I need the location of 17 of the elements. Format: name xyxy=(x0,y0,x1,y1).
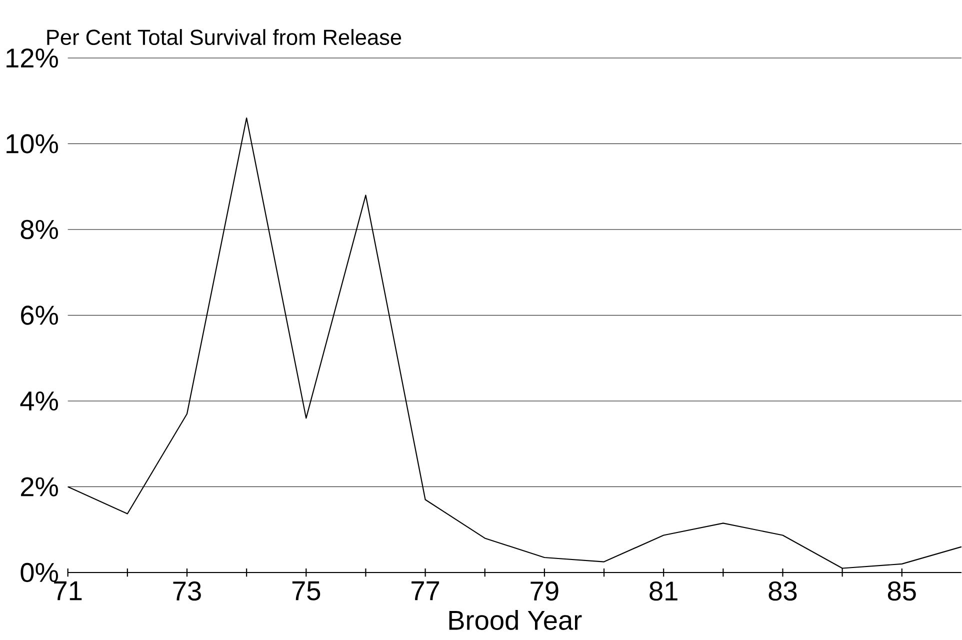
x-tick-label: 71 xyxy=(54,581,82,600)
y-tick-label: 0% xyxy=(20,562,58,582)
x-tick-label: 79 xyxy=(530,581,558,601)
y-axis-title: Per Cent Total Survival from Release xyxy=(47,28,402,45)
x-tick-label: 81 xyxy=(650,581,678,601)
x-tick-label: 77 xyxy=(412,581,440,600)
y-tick-label: 12% xyxy=(6,48,58,68)
y-tick-label: 8% xyxy=(20,220,58,240)
x-tick-label: 73 xyxy=(173,581,201,601)
y-tick-label: 4% xyxy=(20,391,58,410)
x-tick-label: 75 xyxy=(292,581,320,600)
y-tick-label: 6% xyxy=(21,306,58,325)
y-tick-label: 10% xyxy=(6,134,58,154)
y-tick-label: 2% xyxy=(21,477,58,496)
x-tick-label: 83 xyxy=(768,581,797,601)
x-axis-title: Brood Year xyxy=(449,610,582,630)
x-tick-label: 85 xyxy=(888,581,916,601)
